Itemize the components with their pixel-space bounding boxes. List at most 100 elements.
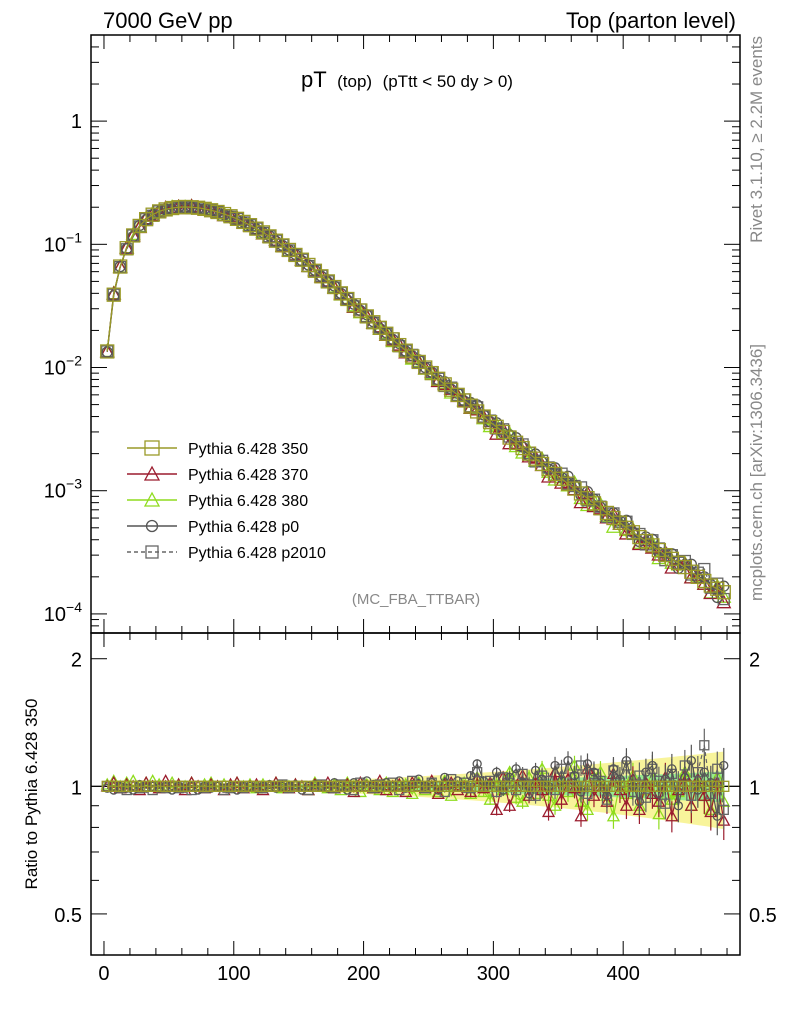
ratio-data-point <box>699 767 709 777</box>
ratio-data-point <box>354 780 366 792</box>
ratio-data-point <box>178 783 192 796</box>
legend-label: Pythia 6.428 p2010 <box>188 545 326 562</box>
ratio-data-point <box>198 780 211 792</box>
ratio-data-point <box>574 809 588 822</box>
ratio-data-point <box>515 794 530 807</box>
ratio-data-point <box>185 780 198 792</box>
legend-marker <box>145 545 159 559</box>
ratio-series-group <box>100 728 731 841</box>
ratio-data-point <box>121 780 133 792</box>
ratio-data-point <box>509 790 523 803</box>
ratio-data-point <box>606 809 621 822</box>
ratio-data-point <box>537 774 547 784</box>
ratio-data-point <box>536 780 548 792</box>
ratio-data-point <box>567 781 582 794</box>
ratio-data-point <box>619 798 634 811</box>
ratio-data-point <box>323 783 333 793</box>
ratio-data-point <box>315 780 328 792</box>
main-data-point <box>716 585 731 600</box>
ratio-data-point <box>574 794 588 807</box>
ratio-series-line <box>107 745 725 810</box>
main-data-point <box>100 344 115 359</box>
ratio-data-point <box>653 780 665 792</box>
header-right: Top (parton level) <box>566 8 736 33</box>
legend-label: Pythia 6.428 370 <box>188 467 308 484</box>
ratio-data-point <box>237 780 250 792</box>
ratio-data-point <box>141 783 151 793</box>
ratio-data-point <box>548 798 562 811</box>
ratio-data-point <box>554 792 569 805</box>
ratio-data-point <box>375 783 385 793</box>
ratio-data-point <box>633 780 646 792</box>
ratio-data-point <box>322 780 334 792</box>
main-series-line <box>106 205 725 603</box>
y-tick-label: 10−4 <box>44 599 82 626</box>
ratio-y-tick-label: 2 <box>71 650 82 672</box>
ratio-data-point <box>582 788 593 799</box>
ratio-data-point <box>647 760 658 771</box>
ratio-data-point <box>529 780 542 792</box>
x-tick-label: 100 <box>217 963 250 985</box>
ratio-data-point <box>276 780 289 792</box>
ratio-data-point <box>641 767 651 777</box>
ratio-data-point <box>172 780 185 792</box>
legend-label: Pythia 6.428 380 <box>188 493 308 510</box>
ratio-y-tick-label-right: 0.5 <box>749 905 777 927</box>
ratio-data-point <box>640 780 652 792</box>
ratio-data-point <box>206 783 216 793</box>
analysis-label: (MC_FBA_TTBAR) <box>352 591 480 608</box>
ratio-data-point <box>542 780 555 792</box>
ratio-data-point <box>466 770 476 781</box>
ratio-data-point <box>153 780 165 792</box>
ratio-data-point <box>122 783 132 793</box>
ratio-data-point <box>601 780 613 792</box>
ratio-data-point <box>192 780 204 792</box>
ratio-data-point <box>665 809 679 822</box>
ratio-data-point <box>685 780 697 792</box>
ratio-data-point <box>414 774 424 784</box>
ratio-data-point <box>302 780 315 792</box>
ratio-data-point <box>614 780 626 792</box>
ratio-data-point <box>166 780 178 792</box>
main-data-point <box>573 494 589 509</box>
ratio-data-point <box>407 779 417 790</box>
ratio-data-point <box>244 780 256 792</box>
x-tick-label: 0 <box>98 963 109 985</box>
x-tick-label: 200 <box>347 963 380 985</box>
x-tick-label: 400 <box>606 963 639 985</box>
ratio-data-point <box>503 780 516 792</box>
y-tick-label: 10−3 <box>44 476 82 503</box>
ratio-data-point <box>607 780 620 792</box>
main-series-group <box>99 198 732 609</box>
ratio-data-point <box>580 803 595 816</box>
x-tick-label: 300 <box>477 963 510 985</box>
ratio-data-point <box>516 780 529 792</box>
ratio-data-point <box>666 780 678 792</box>
ratio-data-point <box>270 780 282 792</box>
ratio-data-point <box>290 779 301 790</box>
ratio-data-point <box>159 780 172 792</box>
ratio-data-point <box>679 780 691 792</box>
y-tick-label: 10−1 <box>44 229 82 256</box>
ratio-data-point <box>652 807 666 820</box>
ratio-data-point <box>646 780 659 792</box>
ratio-data-point <box>477 780 490 792</box>
ratio-data-point <box>374 780 386 792</box>
ratio-data-point <box>387 780 399 792</box>
ratio-data-point <box>704 805 718 818</box>
ratio-data-point <box>503 798 517 811</box>
ratio-y-axis-label: Ratio to Pythia 6.428 350 <box>22 699 41 890</box>
ratio-data-point <box>660 798 671 809</box>
ratio-data-point <box>569 770 580 781</box>
ratio-data-point <box>205 780 217 792</box>
ratio-data-point <box>107 774 121 787</box>
ratio-data-point <box>575 780 587 792</box>
ratio-data-point <box>464 786 478 799</box>
main-series-line <box>106 205 725 598</box>
ratio-data-point <box>582 759 593 769</box>
ratio-data-point <box>108 780 120 792</box>
ratio-data-point <box>634 797 645 807</box>
y-tick-label: 1 <box>71 111 82 133</box>
ratio-data-point <box>686 755 696 766</box>
plot-title: pT (top) (pTtt < 50 dy > 0) <box>301 67 513 92</box>
